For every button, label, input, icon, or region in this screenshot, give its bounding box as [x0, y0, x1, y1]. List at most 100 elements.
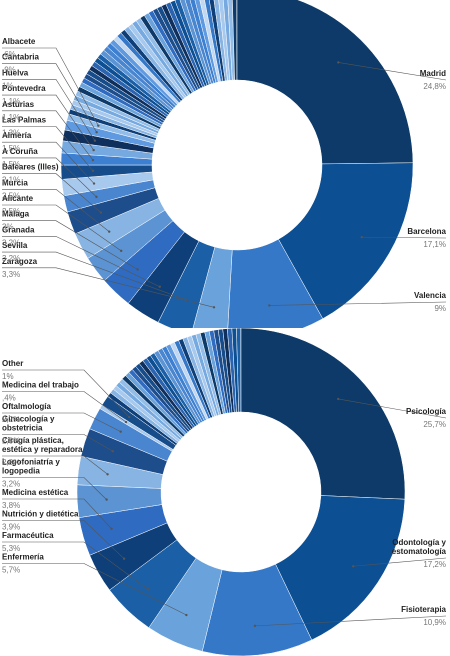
slice-minor[interactable] — [236, 328, 242, 413]
slice-label: Enfermería 5,7% — [2, 553, 188, 617]
label-name: Ginecología y — [2, 415, 55, 424]
label-value: ,4% — [2, 394, 16, 403]
label-name: Granada — [2, 225, 35, 234]
slice-label: Asturias 1,1% — [2, 100, 95, 162]
label-name: Madrid — [420, 69, 446, 78]
label-value: 9% — [434, 304, 446, 313]
label-name: Cirugía plástica, — [2, 436, 64, 445]
slice-label: Baleares (Illes) 2,1% — [2, 163, 103, 214]
label-name: logopedia — [2, 467, 40, 476]
label-name: obstetricia — [2, 424, 43, 433]
slice-label: Zaragoza 3,3% — [2, 257, 216, 309]
label-name: Medicina estética — [2, 488, 69, 497]
slice-label: Fisioterapia 10,9% — [253, 605, 447, 628]
label-name: A Coruña — [2, 147, 38, 156]
label-value: 10,9% — [423, 618, 446, 627]
slice-label: Medicina estética 3,8% — [2, 488, 113, 530]
label-name: Odontología y — [392, 538, 446, 547]
slice-label: Cantabria ,9% — [2, 53, 98, 134]
label-value: 3,3% — [2, 270, 20, 279]
label-name: estética y reparadora — [2, 445, 83, 454]
slice-psicolog-a[interactable] — [240, 328, 406, 500]
slice-odontolog-a-y-estomatolog-a[interactable] — [275, 495, 406, 641]
label-value: 24,8% — [423, 82, 446, 91]
label-name: Other — [2, 359, 23, 368]
slice-label: Farmacéutica 5,3% — [2, 531, 150, 591]
label-name: Asturias — [2, 100, 35, 109]
label-value: 2,8% — [2, 458, 20, 467]
label-name: Murcia — [2, 178, 28, 187]
label-name: Sevilla — [2, 241, 28, 250]
label-name: Las Palmas — [2, 116, 47, 125]
label-name: Almería — [2, 131, 32, 140]
label-value: 3,2% — [2, 238, 20, 247]
slice-label: Huelva 1% — [2, 68, 97, 142]
slice-label: Pontevedra 1,1% — [2, 84, 95, 152]
slice-madrid[interactable] — [236, 0, 414, 165]
label-value: 25,7% — [423, 420, 446, 429]
label-value: 17,2% — [423, 560, 446, 569]
label-value: ,6% — [2, 50, 16, 59]
slice-label: Oftalmología 2,2% — [2, 402, 122, 433]
label-value: ,9% — [2, 66, 16, 75]
label-name: Málaga — [2, 210, 30, 219]
label-name: Albacete — [2, 37, 36, 46]
slice-label: Las Palmas 1,3% — [2, 116, 95, 173]
slice-label: Cirugía plástica,estética y reparadora2,… — [2, 436, 109, 476]
slice-label: Valencia 9% — [268, 291, 447, 313]
specialties-donut-chart: Psicología 25,7% Odontología yestomatologí… — [2, 328, 447, 656]
label-name: Farmacéutica — [2, 531, 54, 540]
slice-label: Medicina del trabajo ,4% — [2, 381, 128, 424]
label-name: Pontevedra — [2, 84, 46, 93]
label-value: 3% — [2, 223, 14, 232]
label-value: 2,5% — [2, 191, 20, 200]
label-name: Psicología — [406, 407, 447, 416]
slice-barcelona[interactable] — [278, 162, 414, 320]
label-name: Nutrición y dietética — [2, 510, 79, 519]
slice-label: Barcelona 17,1% — [360, 227, 447, 249]
label-name: Cantabria — [2, 53, 39, 62]
label-value: 1,5% — [2, 144, 20, 153]
label-name: Barcelona — [407, 227, 446, 236]
label-name: Baleares (Illes) — [2, 163, 59, 172]
label-name: Valencia — [414, 291, 447, 300]
label-value: 2,1% — [2, 176, 20, 185]
label-value: 1,5% — [2, 160, 20, 169]
label-value: 1% — [2, 81, 14, 90]
label-value: 3,8% — [2, 501, 20, 510]
label-name: Medicina del trabajo — [2, 381, 79, 390]
label-value: 3,2% — [2, 480, 20, 489]
label-value: 3,9% — [2, 523, 20, 532]
label-value: 2,5% — [2, 207, 20, 216]
label-value: 2,8% — [2, 437, 20, 446]
label-name: Zaragoza — [2, 257, 38, 266]
label-name: Huelva — [2, 68, 29, 77]
slice-minor[interactable] — [232, 0, 238, 81]
slice-label: Nutrición y dietética 3,9% — [2, 510, 126, 560]
label-value: 3,2% — [2, 254, 20, 263]
label-value: 2,2% — [2, 415, 20, 424]
slice-label: Albacete ,6% — [2, 37, 100, 127]
label-value: 5,7% — [2, 566, 20, 575]
label-value: 17,1% — [423, 240, 446, 249]
label-name: Alicante — [2, 194, 34, 203]
label-value: 1% — [2, 372, 14, 381]
provinces-donut-chart: Madrid 24,8% Barcelona 17,1% Valencia 9% Zarag… — [2, 0, 447, 328]
label-value: 1,3% — [2, 129, 20, 138]
label-name: estomatología — [392, 547, 447, 556]
label-value: 5,3% — [2, 544, 20, 553]
slice-label: Psicología 25,7% — [337, 397, 447, 429]
label-value: 1,1% — [2, 113, 20, 122]
label-name: Oftalmología — [2, 402, 51, 411]
label-name: Enfermería — [2, 553, 44, 562]
slice-label: Murcia 2,5% — [2, 178, 111, 233]
slice-label: Madrid 24,8% — [337, 61, 446, 91]
slice-label: Other 1% — [2, 359, 131, 419]
slice-label: Granada 3,2% — [2, 225, 161, 288]
slice-label: Málaga 3% — [2, 210, 139, 271]
slice-valencia[interactable] — [227, 238, 324, 328]
